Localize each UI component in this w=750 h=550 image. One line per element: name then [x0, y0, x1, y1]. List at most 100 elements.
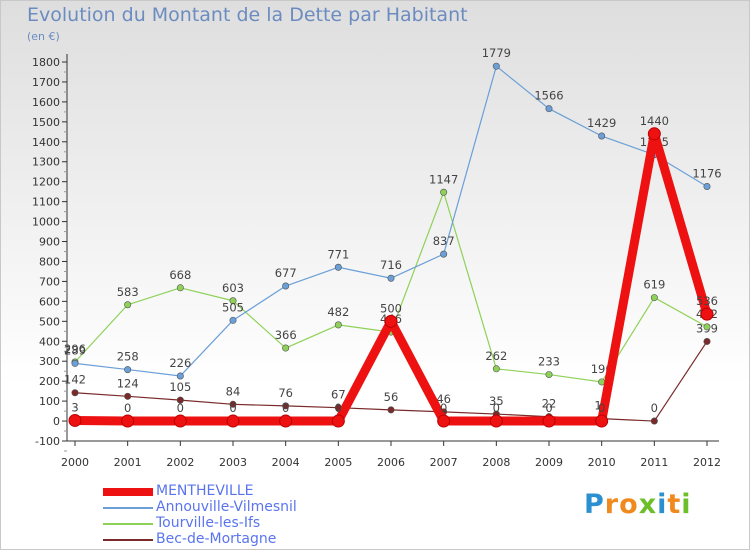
y-tick-label: 1400	[32, 136, 60, 149]
data-point-mentheville	[68, 413, 82, 427]
legend-label-mentheville: MENTHEVILLE	[156, 483, 254, 499]
data-label-tourville-les-ifs: 233	[538, 355, 560, 369]
data-label-bec-de-mortagne: 56	[384, 390, 399, 404]
data-label-mentheville: 0	[598, 401, 605, 415]
x-tick-label: 2011	[640, 456, 668, 469]
data-label-mentheville: 1440	[640, 114, 669, 128]
data-label-mentheville: 0	[124, 401, 131, 415]
data-label-mentheville: 3	[71, 400, 78, 414]
x-tick-label: 2004	[272, 456, 300, 469]
legend-swatch-mentheville	[103, 488, 153, 496]
data-point-annouville-vilmesnil	[387, 274, 395, 282]
y-tick-label: 1200	[32, 176, 60, 189]
data-point-annouville-vilmesnil	[334, 263, 342, 271]
y-tick-label: 100	[39, 395, 60, 408]
data-point-tourville-les-ifs	[703, 323, 711, 331]
data-label-annouville-vilmesnil: 289	[64, 343, 86, 357]
data-label-tourville-les-ifs: 262	[485, 349, 507, 363]
y-tick-label: 1100	[32, 196, 60, 209]
logo-letter: i	[681, 489, 692, 520]
data-label-annouville-vilmesnil: 505	[222, 300, 244, 314]
data-label-bec-de-mortagne: 124	[117, 376, 139, 390]
data-point-annouville-vilmesnil	[703, 182, 711, 190]
data-point-mentheville	[384, 314, 398, 328]
x-tick-label: 2002	[166, 456, 194, 469]
chart-subtitle: (en €)	[27, 30, 60, 43]
data-point-mentheville	[226, 414, 240, 428]
y-tick-label: 1700	[32, 76, 60, 89]
data-point-annouville-vilmesnil	[598, 132, 606, 140]
x-tick-label: 2007	[430, 456, 458, 469]
data-label-bec-de-mortagne: 105	[169, 380, 191, 394]
y-tick-label: 1600	[32, 96, 60, 109]
data-label-mentheville: 0	[335, 401, 342, 415]
data-point-tourville-les-ifs	[124, 301, 132, 309]
x-tick-label: 2010	[588, 456, 616, 469]
data-point-bec-de-mortagne	[387, 406, 395, 414]
data-label-annouville-vilmesnil: 716	[380, 258, 402, 272]
data-label-bec-de-mortagne: 35	[489, 394, 504, 408]
x-tick-label: 2008	[482, 456, 510, 469]
data-point-tourville-les-ifs	[229, 297, 237, 305]
y-tick-label: 200	[39, 375, 60, 388]
x-tick-label: 2009	[535, 456, 563, 469]
legend-swatch-tourville-les-ifs	[103, 523, 153, 525]
logo-letter: r	[604, 489, 620, 520]
data-point-bec-de-mortagne	[229, 400, 237, 408]
data-point-mentheville	[595, 414, 609, 428]
logo-letter: P	[584, 489, 605, 520]
data-label-annouville-vilmesnil: 677	[275, 266, 297, 280]
data-point-annouville-vilmesnil	[282, 282, 290, 290]
legend-label-tourville-les-ifs: Tourville-les-Ifs	[156, 515, 261, 531]
data-point-annouville-vilmesnil	[492, 62, 500, 70]
data-point-mentheville	[542, 414, 556, 428]
logo-letter: x	[638, 489, 658, 520]
data-point-tourville-les-ifs	[545, 371, 553, 379]
data-point-bec-de-mortagne	[71, 389, 79, 397]
data-point-bec-de-mortagne	[124, 392, 132, 400]
data-point-annouville-vilmesnil	[440, 250, 448, 258]
data-point-mentheville	[700, 307, 714, 321]
data-label-mentheville: 500	[380, 301, 402, 315]
data-label-bec-de-mortagne: 142	[64, 373, 86, 387]
x-tick-label: 2006	[377, 456, 405, 469]
data-label-bec-de-mortagne: 22	[542, 397, 557, 411]
data-point-tourville-les-ifs	[440, 188, 448, 196]
y-tick-label: 1300	[32, 156, 60, 169]
data-point-tourville-les-ifs	[650, 294, 658, 302]
data-label-mentheville: 0	[545, 401, 552, 415]
y-tick-label: 1800	[32, 56, 60, 69]
legend-label-annouville-vilmesnil: Annouville-Vilmesnil	[156, 499, 297, 515]
data-point-annouville-vilmesnil	[229, 316, 237, 324]
y-tick-label: 400	[39, 335, 60, 348]
data-label-mentheville: 536	[696, 294, 718, 308]
y-tick-label: 1000	[32, 216, 60, 229]
data-point-mentheville	[121, 414, 135, 428]
data-label-bec-de-mortagne: 67	[331, 388, 346, 402]
data-point-annouville-vilmesnil	[124, 366, 132, 374]
data-point-mentheville	[489, 414, 503, 428]
data-point-annouville-vilmesnil	[545, 105, 553, 113]
data-label-annouville-vilmesnil: 1566	[534, 89, 563, 103]
data-point-mentheville	[647, 127, 661, 141]
data-label-tourville-les-ifs: 1147	[429, 172, 458, 186]
data-point-annouville-vilmesnil	[71, 359, 79, 367]
legend-swatch-annouville-vilmesnil	[103, 507, 153, 509]
x-tick-label: 2001	[114, 456, 142, 469]
x-tick-label: 2012	[693, 456, 721, 469]
proxiti-logo: Proxiti	[584, 489, 692, 520]
data-label-mentheville: 0	[282, 401, 289, 415]
logo-letter: o	[619, 489, 639, 520]
x-tick-label: 2005	[324, 456, 352, 469]
y-tick-label: 800	[39, 255, 60, 268]
data-label-annouville-vilmesnil: 1779	[482, 46, 511, 60]
data-point-tourville-les-ifs	[176, 284, 184, 292]
data-label-bec-de-mortagne: 84	[226, 384, 241, 398]
data-point-bec-de-mortagne	[703, 337, 711, 345]
data-label-annouville-vilmesnil: 1176	[692, 166, 721, 180]
logo-letter: t	[667, 489, 682, 520]
y-tick-label: 600	[39, 295, 60, 308]
x-tick-label: 2000	[61, 456, 89, 469]
